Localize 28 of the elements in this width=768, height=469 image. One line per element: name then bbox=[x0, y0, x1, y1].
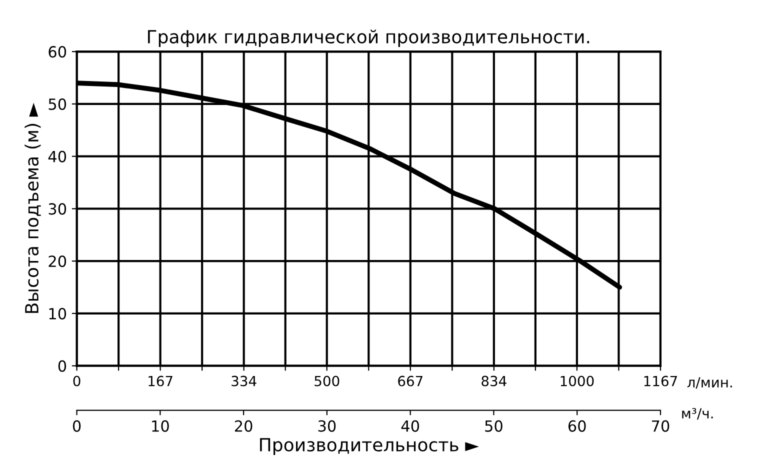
x2-tick-label: 834 bbox=[482, 376, 506, 386]
y-tick-label: 10 bbox=[49, 308, 66, 320]
x-tick-label: 30 bbox=[318, 420, 336, 432]
y-tick-label: 60 bbox=[48, 46, 66, 58]
x-tick-label: 10 bbox=[152, 420, 169, 432]
x-tick-label: 0 bbox=[72, 420, 81, 432]
x-tick-label: 60 bbox=[568, 420, 586, 432]
y-tick-label: 20 bbox=[48, 256, 66, 268]
x-axis-title: Производительность ► bbox=[260, 438, 479, 456]
x2-tick-label: 500 bbox=[314, 376, 340, 386]
x-tick-label: 20 bbox=[234, 420, 252, 432]
x2-axis-title: л/мин. bbox=[687, 377, 732, 389]
x2-tick-label: 334 bbox=[232, 376, 256, 386]
x-tick-label: 40 bbox=[401, 420, 420, 432]
x-tick-label: 50 bbox=[485, 420, 502, 432]
text: м³/ч. bbox=[682, 408, 713, 420]
x2-tick-label: 167 bbox=[148, 376, 172, 386]
x2-tick-label: 1000 bbox=[560, 376, 594, 386]
x2-tick-label: 1167 bbox=[644, 376, 677, 386]
y-tick-label: 50 bbox=[48, 98, 66, 110]
x-tick-label: 70 bbox=[652, 420, 670, 432]
y-tick-label: 0 bbox=[58, 360, 66, 372]
y-tick-label: 30 bbox=[48, 203, 66, 215]
y-tick-label: 40 bbox=[48, 150, 66, 162]
x2-tick-label: 0 bbox=[73, 376, 80, 386]
chart-title: График гидравлической производительности. bbox=[148, 30, 590, 48]
x2-tick-label: 667 bbox=[398, 376, 422, 386]
y-axis-title: Высота подъема (м) ► bbox=[24, 102, 41, 313]
